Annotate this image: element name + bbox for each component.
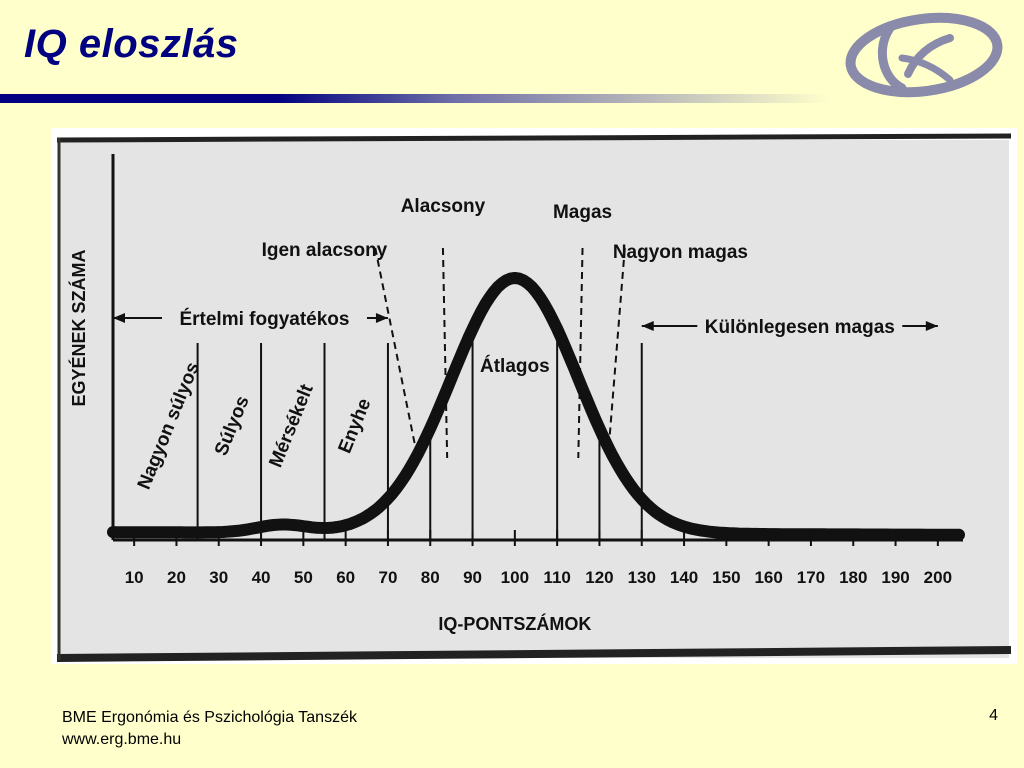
- page-number: 4: [989, 707, 998, 724]
- x-tick-label: 10: [125, 568, 144, 587]
- distribution-curve-group: [107, 272, 965, 541]
- x-tick-label: 70: [378, 568, 397, 587]
- category-label: Alacsony: [401, 196, 486, 217]
- category-label: Nagyon magas: [613, 242, 748, 263]
- range-label-bg: [161, 304, 367, 330]
- arrowhead-left: [113, 313, 125, 323]
- x-tick-label: 150: [712, 568, 740, 587]
- x-tick-label: 200: [924, 568, 952, 587]
- footer: BME Ergonómia és Pszichológia Tanszék ww…: [62, 707, 357, 751]
- x-tick-label: 50: [294, 568, 313, 587]
- arrowhead-right: [925, 321, 938, 331]
- axes: [111, 154, 963, 542]
- chart-canvas: 10 20 30 40 50 60 70 80 90 100 110 120 130 140 150 160 1…: [51, 128, 1017, 664]
- divider-lines: [196, 247, 643, 540]
- x-tick-label: 170: [797, 568, 825, 587]
- footer-department: BME Ergonómia és Pszichológia Tanszék: [62, 709, 357, 726]
- x-axis-title: IQ-PONTSZÁMOK: [438, 613, 591, 634]
- frame-top-border: [56, 133, 1012, 143]
- x-tick-label: 130: [628, 568, 656, 587]
- distribution-curve: [107, 272, 965, 541]
- x-tick-label: 100: [501, 568, 529, 587]
- footer-website: www.erg.bme.hu: [62, 731, 182, 748]
- department-logo-icon: [845, 12, 1003, 98]
- x-tick-label: 140: [670, 568, 698, 587]
- x-tick-label: 20: [167, 568, 186, 587]
- x-tick-label: 80: [421, 568, 440, 587]
- chart-panel: [59, 140, 1009, 658]
- y-axis-title: EGYÉNEK SZÁMA: [68, 249, 89, 406]
- range-bracket: Különlegesen magas: [641, 312, 938, 338]
- range-label: Értelmi fogyatékos: [179, 308, 349, 330]
- x-tick-label: 30: [209, 568, 228, 587]
- title-underline: [0, 94, 830, 103]
- x-tick-label: 110: [543, 568, 570, 587]
- x-tick-label: 90: [463, 568, 482, 587]
- arrowhead-right: [375, 313, 388, 323]
- x-tick-label: 180: [839, 568, 867, 587]
- category-label: Igen alacsony: [262, 240, 388, 261]
- chart-background: [56, 133, 1012, 662]
- range-label-bg: [697, 312, 903, 338]
- category-label: Magas: [553, 202, 612, 223]
- range-label: Különlegesen magas: [705, 317, 895, 338]
- x-tick-label: 190: [881, 568, 909, 587]
- iq-distribution-chart: 10 20 30 40 50 60 70 80 90 100 110 120 130 140 150 160 1…: [51, 128, 1017, 664]
- x-tick-label: 160: [754, 568, 782, 587]
- x-tick-label: 60: [336, 568, 355, 587]
- frame-bottom-border: [56, 646, 1012, 662]
- range-bracket: Értelmi fogyatékos: [113, 304, 388, 330]
- arrowhead-left: [641, 321, 654, 331]
- category-label: Átlagos: [480, 355, 550, 377]
- x-tick-label: 120: [585, 568, 613, 587]
- x-ticks: 10 20 30 40 50 60 70 80 90 100 110 120 130 140 150 160 1…: [125, 530, 952, 587]
- slide-title: IQ eloszlás: [24, 22, 239, 66]
- x-tick-label: 40: [252, 568, 271, 587]
